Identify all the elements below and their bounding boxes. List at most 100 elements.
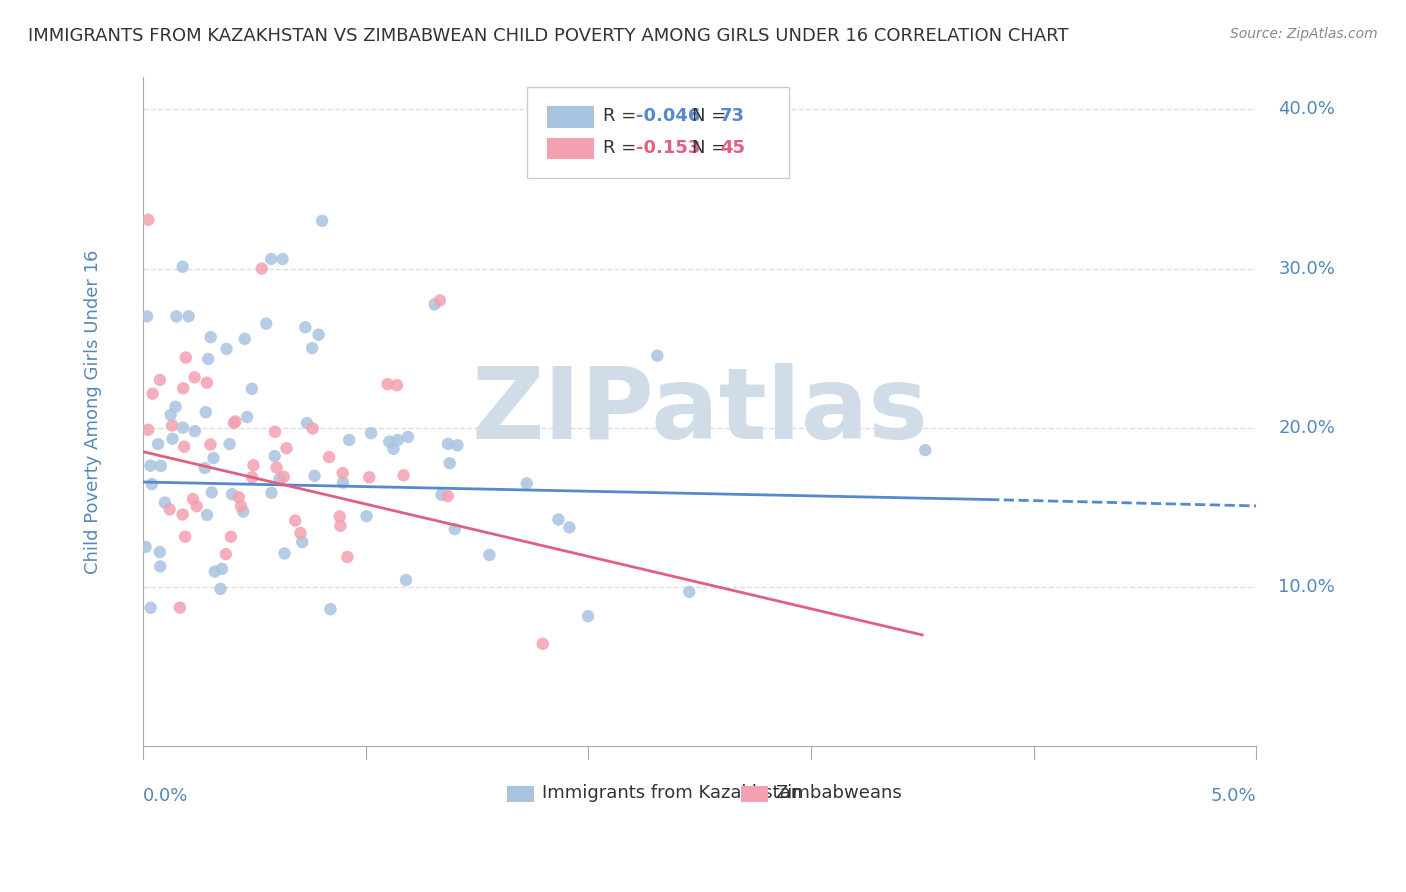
Point bbox=[429, 293, 451, 308]
Point bbox=[215, 342, 238, 356]
Point bbox=[516, 476, 538, 491]
Point bbox=[184, 424, 207, 438]
Point bbox=[360, 426, 382, 441]
Point bbox=[294, 320, 316, 334]
Point bbox=[209, 582, 232, 596]
Point bbox=[236, 409, 259, 424]
Point bbox=[233, 332, 256, 346]
Point bbox=[478, 548, 501, 562]
Point bbox=[197, 351, 219, 366]
Point bbox=[219, 530, 242, 544]
Point bbox=[385, 378, 408, 392]
Point bbox=[172, 420, 194, 434]
Point bbox=[446, 438, 468, 452]
Point bbox=[319, 602, 342, 616]
Point bbox=[301, 421, 323, 435]
Point bbox=[136, 212, 159, 227]
Point bbox=[139, 600, 162, 615]
Point bbox=[263, 449, 285, 463]
Point bbox=[201, 485, 224, 500]
Point bbox=[387, 433, 409, 447]
Point bbox=[136, 423, 159, 437]
Point bbox=[439, 456, 461, 470]
Point bbox=[177, 310, 200, 324]
Point bbox=[172, 260, 194, 274]
FancyBboxPatch shape bbox=[741, 786, 768, 802]
Point bbox=[146, 437, 169, 451]
Point bbox=[291, 535, 314, 549]
Point bbox=[165, 310, 187, 324]
Point bbox=[329, 509, 352, 524]
Point bbox=[284, 514, 307, 528]
Point bbox=[260, 486, 283, 500]
Text: Source: ZipAtlas.com: Source: ZipAtlas.com bbox=[1230, 27, 1378, 41]
Point bbox=[141, 477, 163, 491]
Point bbox=[531, 637, 554, 651]
Point bbox=[173, 440, 195, 454]
Point bbox=[678, 584, 700, 599]
Point bbox=[136, 310, 159, 324]
Point bbox=[576, 609, 599, 624]
Point bbox=[142, 386, 165, 401]
Point bbox=[172, 381, 194, 395]
Text: 73: 73 bbox=[720, 107, 745, 125]
Point bbox=[228, 490, 250, 504]
Point bbox=[149, 373, 172, 387]
Point bbox=[232, 504, 254, 518]
Text: 20.0%: 20.0% bbox=[1278, 419, 1336, 437]
Point bbox=[195, 508, 218, 522]
Point bbox=[159, 408, 181, 422]
Text: Child Poverty Among Girls Under 16: Child Poverty Among Girls Under 16 bbox=[84, 250, 103, 574]
Point bbox=[195, 376, 218, 390]
FancyBboxPatch shape bbox=[547, 106, 593, 128]
Point bbox=[153, 495, 176, 509]
Point bbox=[250, 261, 273, 276]
Point bbox=[437, 436, 460, 450]
Point bbox=[221, 487, 243, 501]
Point bbox=[273, 546, 295, 560]
Text: 0.0%: 0.0% bbox=[143, 787, 188, 805]
Point bbox=[436, 489, 458, 503]
Point bbox=[318, 450, 340, 464]
Point bbox=[254, 317, 277, 331]
Text: R =: R = bbox=[603, 138, 636, 157]
Point bbox=[240, 382, 263, 396]
FancyBboxPatch shape bbox=[527, 87, 789, 178]
Point bbox=[392, 468, 415, 483]
Point bbox=[242, 458, 264, 473]
Point bbox=[430, 488, 453, 502]
Point bbox=[186, 500, 208, 514]
Point bbox=[215, 547, 238, 561]
Point bbox=[295, 416, 318, 430]
Point bbox=[273, 470, 295, 484]
Text: 5.0%: 5.0% bbox=[1211, 787, 1256, 805]
Point bbox=[194, 461, 217, 475]
Point bbox=[135, 540, 157, 554]
FancyBboxPatch shape bbox=[508, 786, 534, 802]
FancyBboxPatch shape bbox=[547, 137, 593, 159]
Point bbox=[311, 214, 333, 228]
Point bbox=[378, 434, 401, 449]
Point bbox=[160, 418, 183, 433]
Point bbox=[139, 458, 162, 473]
Point bbox=[159, 502, 181, 516]
Point bbox=[301, 341, 323, 355]
Point bbox=[266, 460, 288, 475]
Text: Zimbabweans: Zimbabweans bbox=[775, 784, 903, 802]
Point bbox=[332, 475, 354, 490]
Point bbox=[304, 468, 326, 483]
Point bbox=[169, 600, 191, 615]
Point bbox=[202, 451, 225, 466]
Point bbox=[260, 252, 283, 266]
Point bbox=[271, 252, 294, 266]
Point bbox=[396, 430, 419, 444]
Text: -0.046: -0.046 bbox=[637, 107, 700, 125]
Point bbox=[647, 349, 669, 363]
Point bbox=[165, 400, 187, 414]
Point bbox=[359, 470, 381, 484]
Point bbox=[329, 518, 352, 533]
Point bbox=[423, 297, 446, 311]
Point bbox=[204, 565, 226, 579]
Point bbox=[149, 545, 172, 559]
Text: IMMIGRANTS FROM KAZAKHSTAN VS ZIMBABWEAN CHILD POVERTY AMONG GIRLS UNDER 16 CORR: IMMIGRANTS FROM KAZAKHSTAN VS ZIMBABWEAN… bbox=[28, 27, 1069, 45]
